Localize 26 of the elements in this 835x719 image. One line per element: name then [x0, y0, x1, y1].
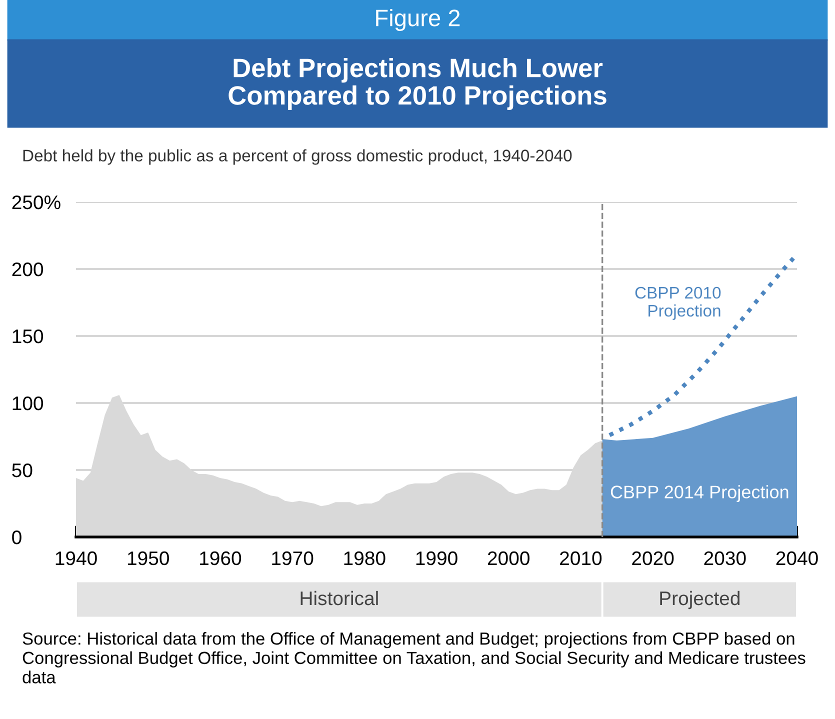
x-tick-label: 1980 [344, 551, 386, 566]
y-tick-label: 250% [12, 195, 60, 210]
x-tick-label: 1970 [272, 551, 314, 566]
x-tick-label: 1990 [416, 551, 458, 566]
x-tick-label: 2000 [488, 551, 530, 566]
y-tick-label: 50 [12, 463, 32, 478]
y-tick-label: 200 [12, 262, 44, 276]
x-tick-label: 1960 [200, 551, 242, 566]
x-tick-label: 1950 [128, 551, 169, 566]
x-tick-label: 2040 [776, 551, 818, 566]
line-series [607, 256, 796, 438]
text: Projected [660, 590, 740, 610]
series-label: CBPP 2014 Projection [610, 485, 788, 502]
x-tick-label: 2020 [632, 551, 674, 566]
source-note: Source: Historical data from the Office of Management and Budget; projections from CBPP based on Congressional Budget Office, Joint Committee on Taxation, and Social Security and Medicare trustees data [22, 632, 806, 684]
chart-title: Debt Projections Much Lower Compared to 2010 Projections [228, 58, 606, 110]
y-tick-label: 150 [12, 329, 44, 344]
x-tick-label: 2010 [560, 551, 602, 566]
x-tick-label: 2030 [704, 551, 746, 566]
x-tick-label: 1940 [56, 551, 97, 566]
y-tick-label: 100 [12, 396, 44, 410]
caption: Figure 2 [376, 8, 460, 32]
y-tick-label: 0 [12, 530, 22, 544]
text: Historical [300, 590, 378, 606]
chart-subtitle: Debt held by the public as a percent of gross domestic product, 1940-2040 [23, 149, 572, 165]
series-label: CBPP 2010 Projection [635, 286, 721, 320]
